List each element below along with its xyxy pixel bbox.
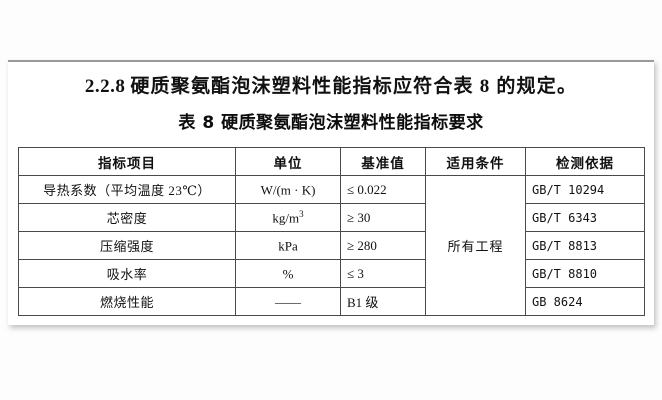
cell-value: ≤ 0.022 — [340, 175, 426, 204]
cell-item: 导热系数（平均温度 23℃） — [18, 175, 236, 204]
section-heading: 2.2.8 硬质聚氨酯泡沫塑料性能指标应符合表 8 的规定。 — [8, 71, 654, 98]
table-row: 导热系数（平均温度 23℃） W/(m · K) ≤ 0.022 所有工程 GB… — [18, 175, 645, 316]
cell-basis: GB/T 6343 — [525, 203, 645, 232]
column-header-value: 基准值 — [340, 147, 426, 176]
cell-value: ≤ 3 — [340, 259, 426, 288]
spec-table: 指标项目 单位 基准值 适用条件 检测依据 导热系数（平均温度 23℃） W/(… — [18, 147, 645, 316]
cell-item: 压缩强度 — [18, 231, 236, 260]
cell-unit: % — [235, 259, 341, 288]
table-row: 芯密度 kg/m3 ≥ 30 GB/T 6343 — [18, 203, 645, 232]
document-page: 2.2.8 硬质聚氨酯泡沫塑料性能指标应符合表 8 的规定。 表 8 硬质聚氨酯泡… — [8, 60, 654, 325]
table-row: 燃烧性能 —— B1 级 GB 8624 — [18, 287, 645, 316]
table-body: 导热系数（平均温度 23℃） W/(m · K) ≤ 0.022 所有工程 GB… — [18, 175, 645, 316]
cell-unit: kg/m3 — [235, 203, 341, 232]
section-number: 2.2.8 — [84, 76, 126, 97]
unit-main: kPa — [278, 238, 298, 254]
column-header-item: 指标项目 — [18, 147, 236, 176]
table-head: 指标项目 单位 基准值 适用条件 检测依据 — [18, 147, 645, 176]
cell-unit: kPa — [235, 231, 341, 260]
unit-main: kg/m — [272, 210, 300, 226]
table-row: 压缩强度 kPa ≥ 280 GB/T 8813 — [18, 231, 645, 260]
cell-item: 吸水率 — [18, 259, 236, 288]
section-heading-text: 硬质聚氨酯泡沫塑料性能指标应符合表 8 的规定。 — [130, 76, 578, 97]
cell-unit: —— — [235, 287, 341, 316]
cell-value: B1 级 — [340, 287, 426, 316]
table-caption: 表 8 硬质聚氨酯泡沫塑料性能指标要求 — [178, 113, 484, 133]
unit-main: W/(m · K) — [260, 182, 316, 198]
cell-condition-merged: 所有工程 — [425, 175, 526, 316]
cell-item: 芯密度 — [18, 203, 236, 232]
cell-value: ≥ 280 — [340, 231, 426, 260]
cell-value: ≥ 30 — [340, 203, 426, 232]
cell-unit: W/(m · K) — [235, 175, 341, 204]
unit-superscript: 3 — [299, 208, 304, 219]
column-header-unit: 单位 — [235, 147, 341, 176]
table-header-row: 指标项目 单位 基准值 适用条件 检测依据 — [18, 147, 645, 176]
unit-main: —— — [275, 294, 301, 310]
cell-basis: GB/T 8810 — [525, 259, 645, 288]
cell-basis: GB/T 8813 — [525, 231, 645, 260]
column-header-basis: 检测依据 — [525, 147, 645, 176]
unit-main: % — [282, 266, 294, 282]
column-header-condition: 适用条件 — [425, 147, 526, 176]
cell-basis: GB 8624 — [525, 287, 645, 316]
cell-basis: GB/T 10294 — [525, 175, 645, 204]
cell-item: 燃烧性能 — [18, 287, 236, 316]
table-row: 吸水率 % ≤ 3 GB/T 8810 — [18, 259, 645, 288]
